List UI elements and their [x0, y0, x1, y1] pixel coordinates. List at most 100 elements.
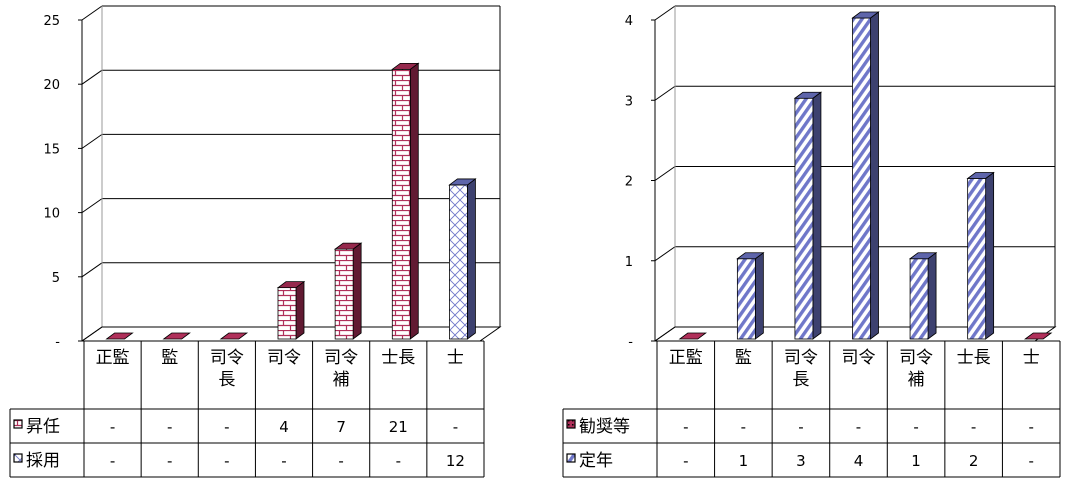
right-bar: [908, 251, 938, 340]
right-legend-key: [566, 453, 576, 463]
right-bar: [736, 251, 765, 340]
left-data-table: 正監監司令長司令 司令補士長 士昇任 - - -4 7 21 -採用 - - - - - -12: [9, 340, 485, 478]
right-chart-svg: -1234正監監司令長司令 司令補士長 士勧奨等 - - - - - - -定年 -1 3 4 1 2-: [562, 5, 1061, 478]
right-chart: -1 2 3 4 正監監司令長司令 司令補士長士勧奨等 - - - - - - - 定年 -1 3 4 1 2-: [540, 0, 1069, 482]
left-bar-zero: [219, 332, 249, 340]
left-gridline-side: [81, 133, 103, 149]
left-bar-side: [295, 280, 305, 340]
right-category-label: 監: [735, 348, 752, 368]
right-legend-label: 定年: [579, 451, 613, 471]
right-bar-top: [908, 252, 938, 260]
right-bar: [793, 91, 823, 340]
left-ytick-label: 20: [43, 78, 60, 93]
left-cell-value: -: [110, 452, 115, 470]
right-bar-top: [851, 11, 880, 19]
right-cell-value: -: [741, 418, 746, 436]
left-legend-key: [13, 419, 23, 429]
left-bar-top: [333, 242, 363, 250]
left-ytick-label: 25: [43, 14, 60, 29]
left-cell-value: -: [453, 418, 458, 436]
left-cell-value: 12: [446, 452, 465, 470]
right-gridline-side: [654, 246, 676, 262]
right-gridline-side: [654, 5, 676, 21]
right-category-label: 長: [792, 370, 809, 390]
left-bar-zero: [162, 332, 191, 340]
left-category-label: 司令: [324, 348, 358, 368]
left-bar: [448, 178, 477, 340]
right-category-label: 士: [1023, 348, 1040, 368]
left-cell-value: 7: [336, 418, 346, 436]
left-legend-label: 採用: [26, 451, 60, 471]
left-bar-face: [334, 248, 354, 340]
right-bar-side: [754, 251, 764, 340]
left-category-label: 司令: [267, 348, 301, 368]
left-bar: [391, 62, 420, 340]
right-bar: [678, 332, 707, 340]
left-bar: [162, 332, 191, 340]
left-ytick-label: 10: [43, 207, 60, 222]
right-ytick-label: -: [628, 335, 633, 350]
right-legend-key: [566, 419, 576, 429]
left-category-label: 士長: [381, 348, 415, 368]
left-bar-face: [391, 68, 411, 340]
right-bar-side: [927, 251, 937, 340]
left-category-label: 士: [447, 348, 464, 368]
left-category-label: 監: [161, 348, 178, 368]
right-bar-zero: [678, 332, 707, 340]
right-category-label: 司令: [899, 348, 933, 368]
right-ytick-label: 4: [625, 14, 633, 29]
left-bar-top: [448, 178, 477, 186]
right-bar-side: [812, 91, 822, 340]
left-bar-side: [409, 62, 419, 340]
left-category-label: 正監: [96, 348, 130, 368]
left-chart-svg: -510152025正監監司令長司令 司令補士長 士昇任 - - -4 7 21 -採用 - - - -…: [9, 5, 502, 478]
right-data-table: 正監監司令長司令 司令補士長 士勧奨等 - - - - - - -定年 -1 3 4 1 2-: [562, 340, 1061, 478]
right-bar-face: [736, 258, 756, 340]
left-ytick-label: -: [55, 335, 60, 350]
right-bar-face: [967, 178, 987, 340]
left-gridline-side: [81, 198, 103, 214]
right-cell-value: -: [798, 418, 803, 436]
left-category-label: 補: [333, 370, 350, 390]
right-ytick-label: 3: [625, 94, 633, 109]
right-cell-value: 3: [796, 452, 806, 470]
right-bar-face: [794, 97, 814, 340]
left-cell-value: -: [110, 418, 115, 436]
left-bar-face: [449, 184, 468, 340]
left-cell-value: 21: [389, 418, 408, 436]
right-cell-value: 4: [854, 452, 864, 470]
right-cell-value: -: [856, 418, 861, 436]
right-bar-top: [966, 172, 995, 179]
right-category-label: 司令: [784, 348, 818, 368]
right-legend-label: 勧奨等: [579, 417, 630, 437]
right-bar-top: [793, 91, 823, 99]
right-bar-face: [909, 258, 929, 340]
right-cell-value: -: [1029, 418, 1034, 436]
left-chart: -5 10 15 20 25 正監監司令長司令 司令補士長士昇任 - - -4 7 21- 採用 - - - -…: [0, 0, 530, 482]
right-gridline-side: [654, 85, 676, 101]
left-bar-top: [276, 281, 306, 289]
left-bar-side: [467, 178, 476, 340]
right-ytick-label: 1: [625, 255, 633, 270]
right-gridline-side: [654, 166, 676, 181]
left-bar: [276, 280, 306, 340]
left-cell-value: -: [338, 452, 343, 470]
right-bar: [966, 171, 995, 340]
right-cell-value: -: [683, 418, 688, 436]
right-bar-face: [852, 17, 871, 340]
right-cell-value: -: [1029, 452, 1034, 470]
right-category-label: 正監: [669, 348, 703, 368]
right-cell-value: -: [683, 452, 688, 470]
right-category-label: 補: [908, 370, 925, 390]
left-bar: [105, 332, 134, 340]
right-bar-side: [985, 171, 995, 340]
right-cell-value: 1: [739, 452, 749, 470]
right-bar-zero: [1024, 332, 1053, 340]
left-cell-value: 4: [279, 418, 289, 436]
right-cell-value: -: [971, 418, 976, 436]
left-bar-top: [391, 62, 420, 70]
right-cell-value: 1: [911, 452, 921, 470]
left-category-label: 長: [218, 370, 235, 390]
left-bar: [219, 332, 249, 340]
left-gridline-side: [81, 5, 103, 21]
